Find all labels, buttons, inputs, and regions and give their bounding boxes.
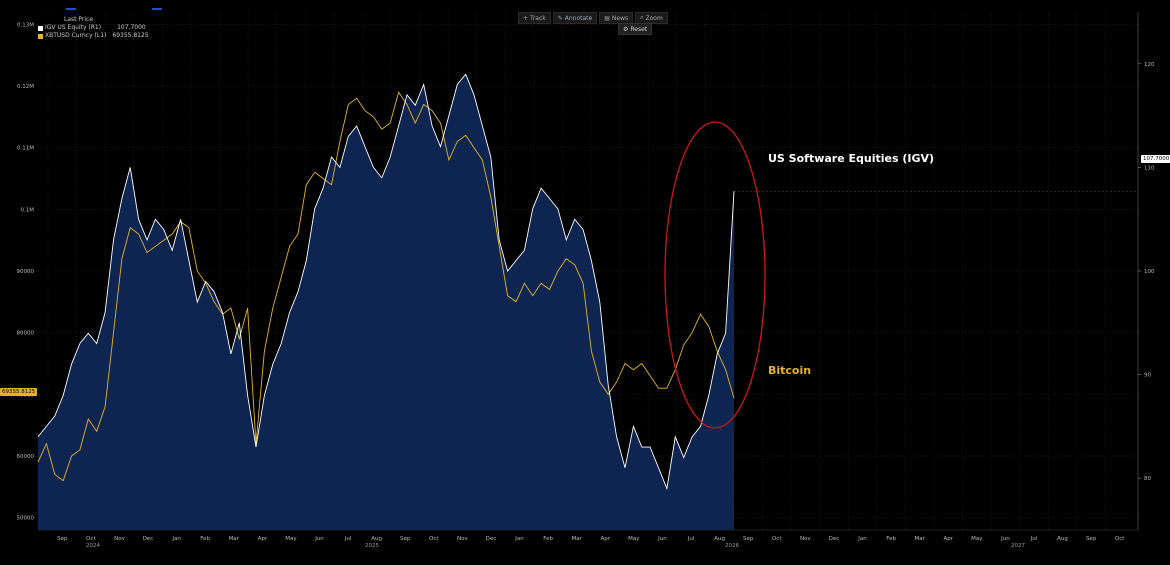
x-tick-label: Jun bbox=[657, 536, 667, 542]
news-label: News bbox=[611, 14, 629, 22]
reset-icon: ⚙ bbox=[623, 25, 629, 33]
right-last-price-tag: 107.7000 bbox=[1141, 155, 1170, 163]
annotate-button[interactable]: ✎ Annotate bbox=[552, 12, 598, 24]
annotate-label: Annotate bbox=[564, 14, 593, 22]
right-tick-label: 110 bbox=[1144, 165, 1155, 171]
x-tick-label: Apr bbox=[601, 536, 611, 542]
x-tick-label: Sep bbox=[743, 536, 754, 542]
left-tick-label: 90000 bbox=[17, 269, 35, 275]
chart-toolbar: + Track ✎ Annotate ▤ News ⌕ Zoom bbox=[518, 12, 668, 24]
x-tick-label: May bbox=[628, 536, 640, 542]
x-tick-label: Mar bbox=[914, 536, 925, 542]
scroll-marker-1 bbox=[66, 8, 76, 10]
legend-value-btc: 69355.8125 bbox=[112, 32, 149, 39]
x-axis: Sep Oct Nov Dec Jan Feb Mar Apr May Jun Jul Aug Sep O… bbox=[57, 536, 1125, 549]
x-tick-label: Jan bbox=[514, 536, 524, 542]
left-axis: 50000600007000080000900000.1M0.11M0.12M0… bbox=[17, 22, 35, 521]
x-tick-label: May bbox=[971, 536, 983, 542]
year-label: 2024 bbox=[86, 543, 100, 549]
x-tick-label: Apr bbox=[258, 536, 268, 542]
x-tick-label: Feb bbox=[543, 536, 553, 542]
year-label: 2027 bbox=[1011, 543, 1025, 549]
scroll-marker-2 bbox=[152, 8, 162, 10]
left-tick-label: 80000 bbox=[17, 331, 35, 337]
x-tick-label: Dec bbox=[829, 536, 840, 542]
zoom-label: Zoom bbox=[645, 14, 663, 22]
x-tick-label: Jul bbox=[1030, 536, 1038, 542]
legend-item-igv[interactable]: IGV US Equity (R1) 107.7000 bbox=[38, 24, 149, 32]
left-tick-label: 0.11M bbox=[17, 146, 34, 152]
highlight-ellipse bbox=[664, 121, 766, 429]
reset-button[interactable]: ⚙ Reset bbox=[618, 23, 653, 35]
legend-label-btc: XBTUSD Curncy (L1) bbox=[45, 32, 107, 39]
reset-label: Reset bbox=[630, 25, 648, 33]
x-tick-label: Feb bbox=[886, 536, 896, 542]
igv-line bbox=[37, 73, 735, 491]
x-tick-label: Jan bbox=[857, 536, 867, 542]
pencil-icon: ✎ bbox=[557, 14, 563, 22]
x-tick-label: Jun bbox=[1000, 536, 1010, 542]
news-icon: ▤ bbox=[604, 14, 610, 22]
legend-header: Last Price bbox=[64, 16, 94, 23]
x-tick-label: Sep bbox=[400, 536, 411, 542]
x-tick-label: Jun bbox=[314, 536, 324, 542]
x-tick-label: Oct bbox=[1115, 536, 1125, 542]
plot-area bbox=[37, 73, 1138, 530]
igv-area bbox=[38, 74, 734, 530]
legend-label-igv: IGV US Equity (R1) bbox=[45, 24, 102, 31]
x-tick-label: May bbox=[285, 536, 297, 542]
igv-annotation: US Software Equities (IGV) bbox=[768, 152, 935, 165]
left-tick-label: 0.12M bbox=[17, 84, 34, 90]
news-button[interactable]: ▤ News bbox=[599, 12, 634, 24]
track-button[interactable]: + Track bbox=[518, 12, 551, 24]
legend-value-igv: 107.7000 bbox=[117, 24, 146, 31]
x-tick-label: Aug bbox=[371, 536, 382, 542]
left-tick-label: 60000 bbox=[17, 454, 35, 460]
x-tick-label: Jan bbox=[171, 536, 181, 542]
x-tick-label: Aug bbox=[714, 536, 725, 542]
legend-item-btc[interactable]: XBTUSD Curncy (L1) 69355.8125 bbox=[38, 32, 149, 40]
right-axis: 80 90 100 110 120 bbox=[1138, 62, 1155, 482]
x-tick-label: Oct bbox=[429, 536, 439, 542]
legend-swatch-btc bbox=[38, 33, 43, 39]
x-tick-label: Sep bbox=[57, 536, 68, 542]
x-tick-label: Nov bbox=[457, 536, 468, 542]
x-tick-label: Oct bbox=[86, 536, 96, 542]
x-tick-label: Nov bbox=[800, 536, 811, 542]
x-tick-label: Dec bbox=[143, 536, 154, 542]
x-tick-label: Sep bbox=[1086, 536, 1097, 542]
x-tick-label: Aug bbox=[1057, 536, 1068, 542]
right-tick-label: 100 bbox=[1144, 269, 1155, 275]
x-tick-label: Feb bbox=[200, 536, 210, 542]
left-tick-label: 0.1M bbox=[21, 207, 35, 213]
x-tick-label: Jul bbox=[687, 536, 695, 542]
track-label: Track bbox=[530, 14, 546, 22]
left-tick-label: 0.13M bbox=[17, 22, 34, 28]
btc-line bbox=[37, 91, 735, 482]
legend: Last Price IGV US Equity (R1) 107.7000 X… bbox=[38, 16, 149, 40]
x-tick-label: Oct bbox=[772, 536, 782, 542]
right-tick-label: 90 bbox=[1144, 373, 1151, 379]
left-tick-label: 50000 bbox=[17, 516, 35, 522]
x-tick-label: Mar bbox=[572, 536, 583, 542]
bitcoin-annotation: Bitcoin bbox=[768, 364, 812, 377]
crosshair-icon: + bbox=[523, 14, 529, 22]
year-label: 2026 bbox=[725, 543, 739, 549]
x-tick-label: Nov bbox=[114, 536, 125, 542]
year-label: 2025 bbox=[365, 543, 379, 549]
left-last-price-tag: 69355.8125 bbox=[0, 388, 38, 396]
zoom-icon: ⌕ bbox=[640, 14, 644, 21]
x-tick-label: Apr bbox=[943, 536, 953, 542]
right-tick-label: 120 bbox=[1144, 62, 1155, 68]
x-tick-label: Jul bbox=[344, 536, 352, 542]
x-tick-label: Mar bbox=[229, 536, 240, 542]
x-tick-label: Dec bbox=[486, 536, 497, 542]
legend-swatch-igv bbox=[38, 25, 43, 31]
right-tick-label: 80 bbox=[1144, 476, 1151, 482]
